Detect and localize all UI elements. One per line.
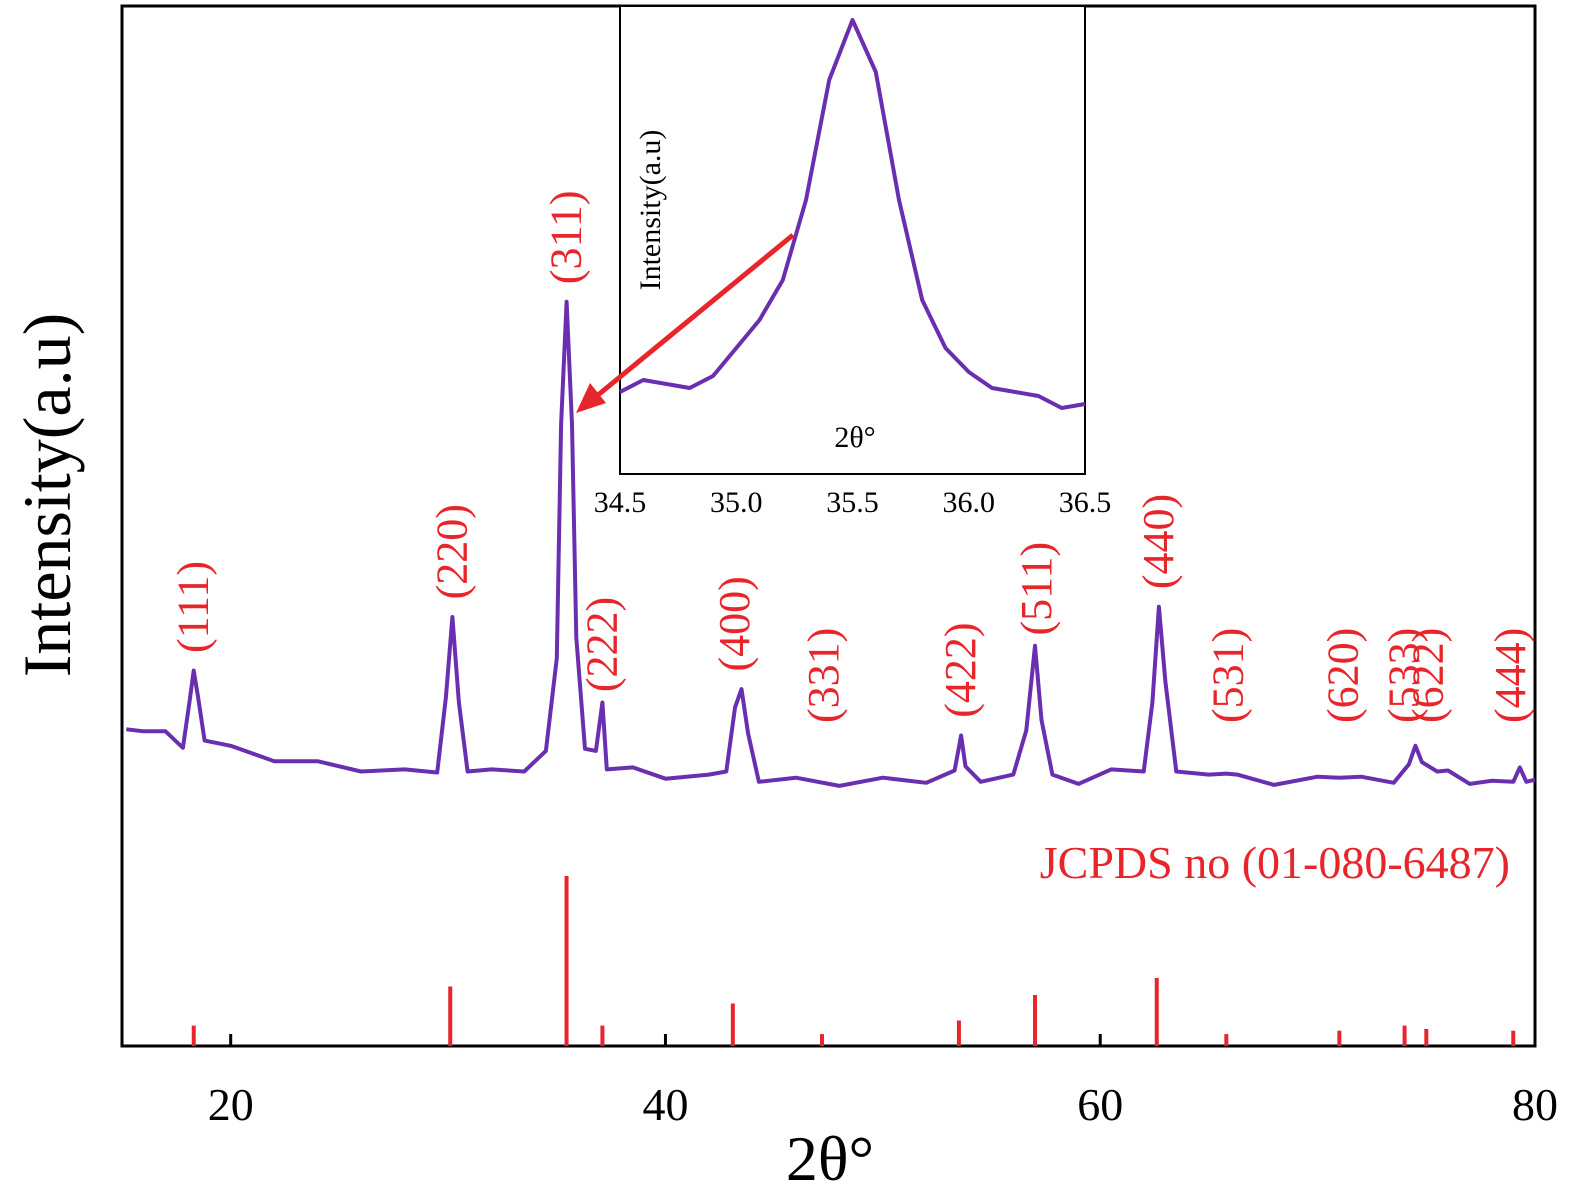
- inset-x-label: 2θ°: [834, 421, 875, 454]
- peak-label-1: (220): [427, 504, 476, 599]
- peak-label-8: (440): [1134, 494, 1183, 589]
- inset-x-tick-label-4: 36.5: [1059, 486, 1112, 519]
- peak-label-9: (531): [1204, 628, 1253, 723]
- peak-label-5: (331): [799, 628, 848, 723]
- peak-label-12: (622): [1404, 628, 1453, 723]
- peak-label-6: (422): [936, 622, 985, 717]
- peak-label-7: (511): [1012, 542, 1061, 636]
- zoom-arrow: [596, 233, 795, 397]
- inset-x-tick-label-3: 36.0: [943, 486, 996, 519]
- peak-label-4: (400): [710, 576, 759, 671]
- y-axis-label: Intensity(a.u): [9, 313, 85, 677]
- inset-x-tick-label-0: 34.5: [594, 486, 647, 519]
- inset-x-tick-label-1: 35.0: [710, 486, 763, 519]
- peak-label-3: (222): [577, 597, 626, 692]
- inset-x-ticks: 34.5 35.0 35.5 36.0 36.5: [594, 486, 1112, 519]
- zoom-arrow-head: [576, 383, 606, 413]
- main-series-line: [126, 299, 1536, 788]
- peak-label-11: (533): [1380, 628, 1429, 723]
- x-tick-label-0: 20: [208, 1079, 254, 1130]
- x-axis-ticks: 20 40 60 80: [208, 1034, 1558, 1130]
- peak-label-13: (444): [1486, 628, 1535, 723]
- reference-lines: [191, 876, 1516, 1046]
- peak-labels: (111) (220) (311) (222) (400) (331) (422) (511)…: [169, 191, 1535, 723]
- x-tick-label-1: 40: [642, 1079, 688, 1130]
- x-tick-label-3: 80: [1512, 1079, 1558, 1130]
- peak-label-2: (311): [542, 191, 591, 285]
- peak-label-0: (111): [169, 561, 218, 653]
- inset-x-tick-label-2: 35.5: [826, 486, 879, 519]
- inset-frame: [619, 5, 1086, 475]
- x-tick-label-2: 60: [1077, 1079, 1123, 1130]
- peak-label-10: (620): [1319, 628, 1368, 723]
- reference-label: JCPDS no (01-080-6487): [1040, 837, 1510, 888]
- inset-series-line: [619, 18, 1086, 410]
- inset-y-label: Intensity(a.u): [634, 130, 667, 291]
- x-axis-label: 2θ°: [786, 1123, 874, 1194]
